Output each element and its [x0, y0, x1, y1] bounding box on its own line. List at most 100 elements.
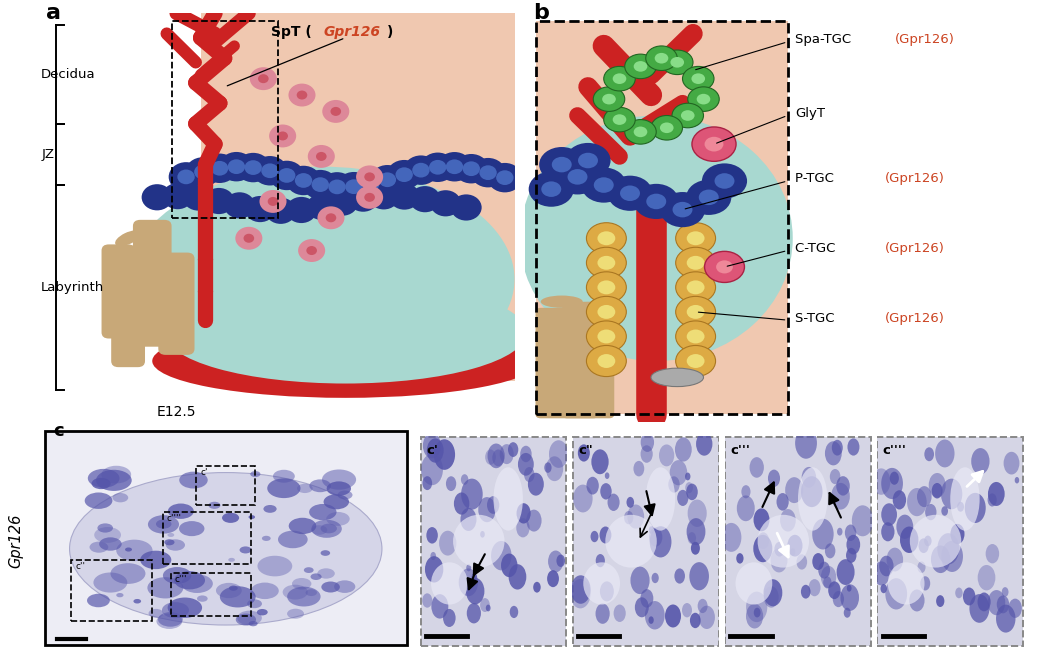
Circle shape [918, 562, 925, 573]
Circle shape [133, 599, 141, 603]
Circle shape [633, 184, 679, 219]
Circle shape [321, 581, 340, 593]
Circle shape [680, 110, 695, 121]
Circle shape [379, 172, 396, 187]
Circle shape [646, 193, 667, 209]
Circle shape [699, 189, 718, 205]
Circle shape [832, 483, 849, 510]
Circle shape [268, 197, 278, 206]
Circle shape [692, 127, 736, 161]
Circle shape [640, 589, 653, 608]
Circle shape [317, 207, 344, 229]
Circle shape [920, 576, 930, 591]
Ellipse shape [106, 286, 130, 297]
Circle shape [613, 605, 626, 622]
Circle shape [687, 231, 705, 246]
Circle shape [649, 526, 654, 534]
Circle shape [454, 154, 488, 183]
Circle shape [211, 161, 228, 176]
Circle shape [320, 550, 330, 556]
Text: JZ: JZ [41, 148, 55, 161]
Circle shape [937, 595, 944, 607]
Circle shape [938, 533, 959, 564]
Circle shape [461, 474, 468, 485]
Circle shape [148, 609, 164, 618]
Circle shape [687, 180, 731, 215]
Circle shape [941, 541, 963, 572]
Circle shape [846, 585, 852, 591]
Circle shape [334, 580, 355, 593]
Circle shape [837, 528, 842, 536]
Circle shape [548, 550, 563, 572]
Circle shape [312, 520, 342, 538]
Circle shape [209, 502, 220, 509]
Circle shape [797, 554, 807, 570]
Circle shape [517, 503, 530, 523]
Circle shape [166, 539, 185, 550]
Circle shape [928, 473, 946, 498]
Circle shape [426, 438, 444, 463]
Circle shape [277, 131, 288, 141]
Circle shape [721, 523, 741, 552]
Text: c': c' [426, 444, 438, 457]
Circle shape [345, 180, 362, 194]
Circle shape [289, 517, 316, 534]
Circle shape [587, 477, 598, 494]
Circle shape [600, 581, 614, 601]
Circle shape [163, 183, 193, 209]
Circle shape [845, 525, 857, 541]
Circle shape [645, 601, 665, 630]
Circle shape [269, 125, 296, 147]
Circle shape [676, 248, 716, 279]
Circle shape [612, 114, 626, 125]
Circle shape [487, 496, 500, 514]
Circle shape [924, 447, 934, 461]
Circle shape [434, 440, 455, 470]
Circle shape [309, 504, 337, 520]
Ellipse shape [165, 281, 527, 383]
Circle shape [768, 470, 780, 487]
Circle shape [788, 535, 802, 556]
Text: a: a [46, 3, 61, 23]
Text: c'': c'' [76, 562, 85, 571]
Circle shape [825, 543, 836, 558]
Circle shape [659, 444, 674, 467]
Circle shape [753, 535, 773, 562]
Circle shape [705, 251, 744, 282]
Circle shape [142, 184, 172, 211]
Circle shape [837, 559, 855, 585]
Circle shape [852, 506, 874, 537]
Circle shape [164, 539, 174, 545]
Circle shape [316, 152, 327, 161]
Polygon shape [201, 13, 514, 381]
Circle shape [420, 152, 455, 182]
Circle shape [249, 621, 257, 626]
Circle shape [323, 494, 349, 510]
Circle shape [640, 446, 653, 463]
Circle shape [540, 147, 584, 182]
Circle shape [99, 537, 122, 550]
Ellipse shape [757, 515, 808, 568]
FancyBboxPatch shape [562, 328, 614, 418]
Circle shape [250, 471, 260, 477]
Circle shape [586, 248, 626, 279]
Bar [71, 560, 152, 620]
Ellipse shape [454, 515, 505, 568]
Circle shape [470, 158, 505, 187]
Circle shape [630, 566, 650, 594]
Text: Gpr126: Gpr126 [8, 514, 23, 568]
Circle shape [808, 579, 820, 596]
Circle shape [307, 246, 317, 255]
Circle shape [463, 161, 480, 176]
Circle shape [682, 67, 714, 91]
Circle shape [235, 227, 262, 249]
Circle shape [298, 239, 326, 262]
Circle shape [736, 553, 743, 564]
Circle shape [763, 579, 782, 607]
Circle shape [524, 467, 534, 482]
Circle shape [162, 602, 189, 618]
Circle shape [573, 484, 592, 512]
Text: c": c" [579, 444, 593, 457]
Circle shape [147, 578, 184, 599]
Circle shape [685, 473, 691, 480]
